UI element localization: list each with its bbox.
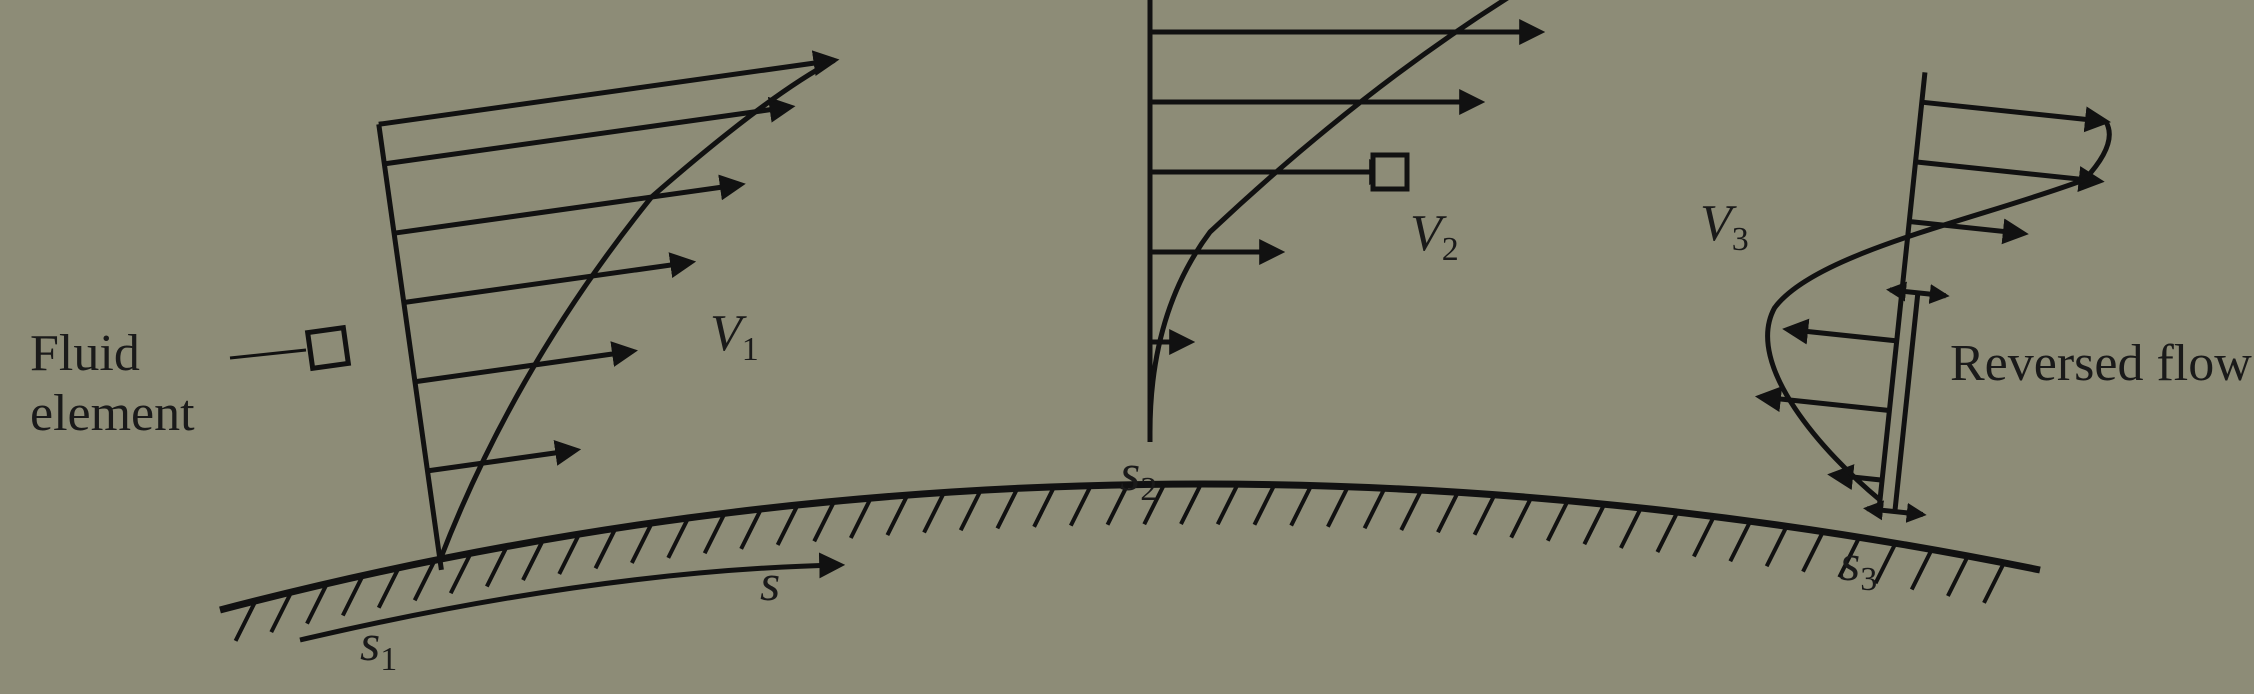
label-fluid-element-2: element — [30, 385, 195, 442]
tracked-fluid-element-marker — [1373, 155, 1407, 189]
label-reversed-flow: Reversed flow — [1950, 335, 2252, 392]
boundary-layer-diagram: FluidelementReversed flowss1s2s3V1V2V3 — [0, 0, 2254, 694]
label-s: s — [760, 555, 780, 612]
label-fluid-element-1: Fluid — [30, 325, 140, 382]
fluid-element-marker — [308, 328, 349, 369]
